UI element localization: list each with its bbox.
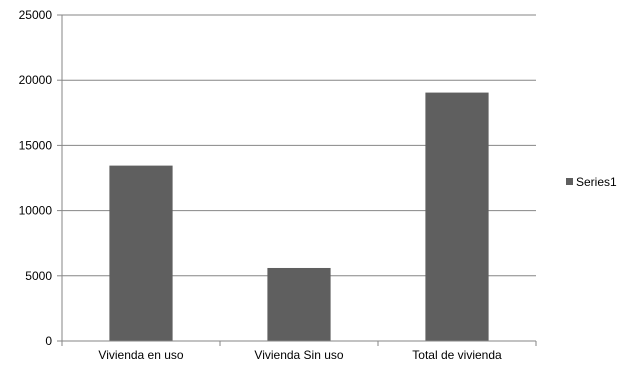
y-tick-label: 0 xyxy=(45,334,52,348)
x-category-label: Vivienda Sin uso xyxy=(254,348,344,362)
bar-3 xyxy=(425,92,489,341)
bar-2 xyxy=(267,267,331,341)
y-tick-label: 5000 xyxy=(25,269,52,283)
y-tick-label: 15000 xyxy=(19,138,53,152)
x-category-labels: Vivienda en uso Vivienda Sin uso Total de … xyxy=(98,348,502,362)
y-tick-label: 25000 xyxy=(19,8,53,22)
bars xyxy=(109,92,489,341)
y-tick-label: 10000 xyxy=(19,204,53,218)
legend: Series1 xyxy=(566,175,617,189)
legend-label: Series1 xyxy=(576,175,617,189)
x-category-label: Total de vivienda xyxy=(412,348,502,362)
x-category-label: Vivienda en uso xyxy=(98,348,184,362)
y-tick-label: 20000 xyxy=(19,73,53,87)
axes xyxy=(57,14,537,346)
y-tick-labels: 0 5000 10000 15000 20000 25000 xyxy=(19,8,53,348)
bar-1 xyxy=(109,165,173,341)
legend-swatch xyxy=(566,178,573,185)
